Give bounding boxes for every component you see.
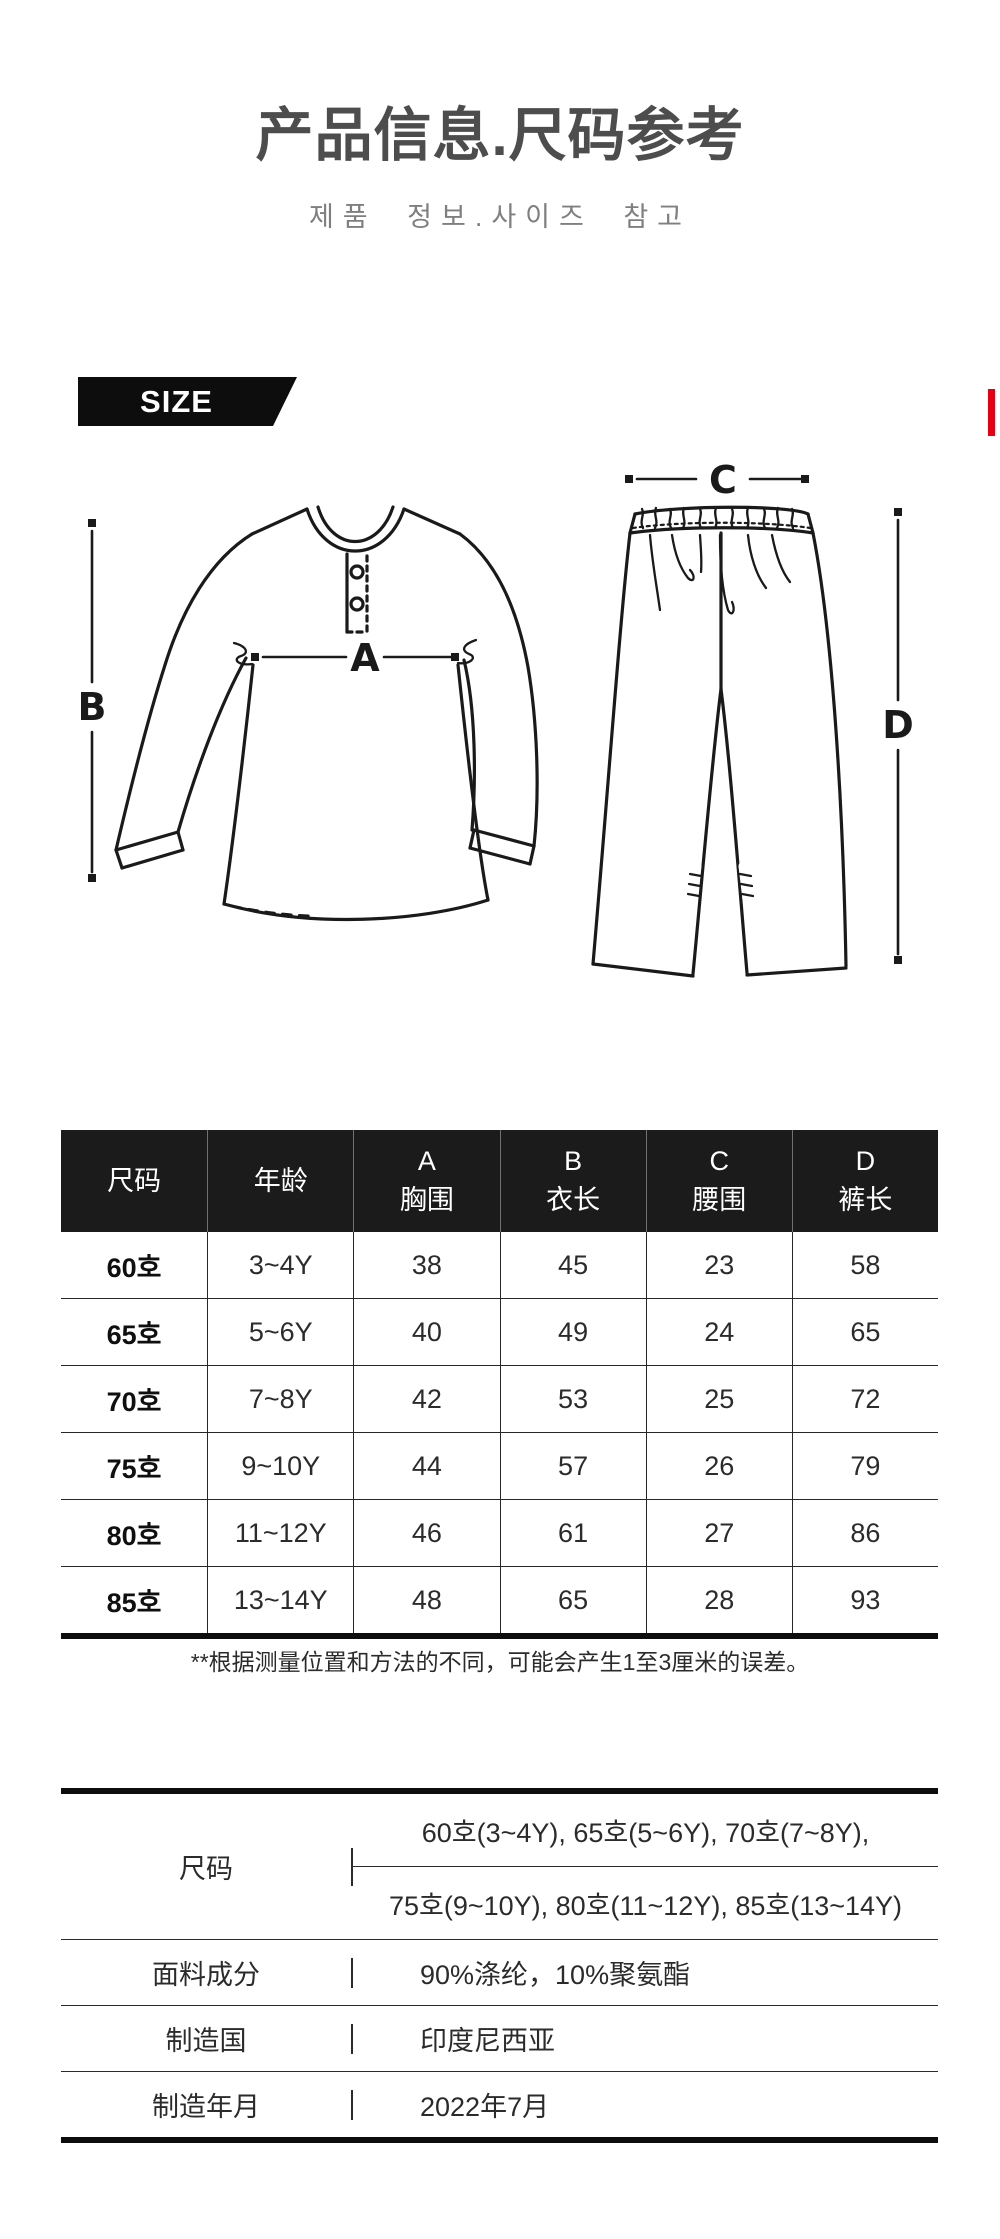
red-accent-bar: [988, 389, 995, 436]
cell-chest: 40: [353, 1299, 499, 1365]
spec-label: 制造年月: [152, 2092, 260, 2122]
cell-pants-length: 79: [791, 1433, 938, 1499]
placket-button: [349, 596, 365, 612]
cell-waist: 25: [645, 1366, 792, 1432]
cell-age: 7~8Y: [207, 1366, 353, 1432]
measure-A-chest: A: [251, 636, 459, 680]
spec-value-line: 75호(9~10Y), 80호(11~12Y), 85호(13~14Y): [353, 1866, 938, 1939]
measure-B-top-length: B: [78, 519, 107, 882]
spec-value: 2022年7月: [420, 2092, 550, 2122]
label-B: B: [78, 685, 107, 729]
cell-top-length: 61: [499, 1500, 646, 1566]
cell-size: 80호: [106, 1520, 162, 1551]
cell-age: 5~6Y: [207, 1299, 353, 1365]
label-C: C: [709, 460, 737, 502]
cell-chest: 48: [353, 1567, 499, 1633]
page-subtitle: 제품 정보.사이즈 참고: [308, 202, 692, 232]
shirt-drawing: [114, 505, 539, 922]
pants-drawing: [591, 505, 848, 978]
spec-label: 尺码: [179, 1854, 233, 1884]
label-D: D: [882, 703, 914, 747]
cell-chest: 38: [353, 1232, 499, 1298]
size-table-row: 60호 3~4Y 38 45 23 58: [61, 1232, 938, 1299]
cell-top-length: 65: [499, 1567, 646, 1633]
cell-chest: 44: [353, 1433, 499, 1499]
cell-pants-length: 58: [791, 1232, 938, 1298]
cell-waist: 27: [645, 1500, 792, 1566]
size-table: 尺码 年龄 A 胸围 B 衣长 C 腰围 D 裤长 60호 3~4Y 38 45 23 …: [61, 1130, 938, 1639]
cell-top-length: 57: [499, 1433, 646, 1499]
size-table-row: 70호 7~8Y 42 53 25 72: [61, 1366, 938, 1433]
cell-size: 70호: [106, 1386, 162, 1417]
size-table-row: 65호 5~6Y 40 49 24 65: [61, 1299, 938, 1366]
spec-value: 90%涤纶，10%聚氨酯: [420, 1960, 691, 1990]
size-table-row: 85호 13~14Y 48 65 28 93: [61, 1567, 938, 1633]
divider-bar: [351, 1957, 353, 1988]
size-section-banner: SIZE: [78, 377, 297, 426]
spec-row-date: 制造年月 2022年7月: [61, 2071, 938, 2137]
cell-top-length: 49: [499, 1299, 646, 1365]
divider-bar: [351, 2023, 353, 2054]
measure-D-pants-length: D: [882, 508, 914, 964]
spec-label: 面料成分: [152, 1960, 260, 1990]
divider-bar: [351, 1847, 353, 1886]
garment-measurement-diagram: A B: [78, 460, 914, 978]
header-cell-top-length: B 衣长: [499, 1130, 646, 1232]
size-banner-label: SIZE: [140, 383, 213, 419]
header-cell-pants-length: D 裤长: [791, 1130, 938, 1232]
cell-top-length: 53: [499, 1366, 646, 1432]
spec-value-stack: 60호(3~4Y), 65호(5~6Y), 70호(7~8Y), 75호(9~1…: [353, 1794, 938, 1939]
header-cell-waist: C 腰围: [645, 1130, 792, 1232]
measure-C-waist: C: [625, 460, 809, 502]
label-A: A: [350, 636, 380, 680]
header-cell-age: 年龄: [207, 1130, 353, 1232]
spec-value-line: 60호(3~4Y), 65호(5~6Y), 70호(7~8Y),: [421, 1817, 870, 1848]
cell-age: 11~12Y: [207, 1500, 353, 1566]
measurement-note: **根据测量位置和方法的不同，可能会产生1至3厘米的误差。: [190, 1649, 810, 1675]
size-table-header: 尺码 年龄 A 胸围 B 衣长 C 腰围 D 裤长: [61, 1130, 938, 1232]
cell-waist: 23: [645, 1232, 792, 1298]
spec-row-fabric: 面料成分 90%涤纶，10%聚氨酯: [61, 1939, 938, 2005]
size-table-row: 75호 9~10Y 44 57 26 79: [61, 1433, 938, 1500]
header-cell-chest: A 胸围: [353, 1130, 499, 1232]
cell-waist: 26: [645, 1433, 792, 1499]
cell-chest: 46: [353, 1500, 499, 1566]
placket-button: [349, 564, 365, 580]
spec-row-country: 制造国 印度尼西亚: [61, 2005, 938, 2071]
cell-age: 9~10Y: [207, 1433, 353, 1499]
size-table-row: 80호 11~12Y 46 61 27 86: [61, 1500, 938, 1567]
product-spec-list: 尺码 60호(3~4Y), 65호(5~6Y), 70호(7~8Y), 75호(…: [61, 1788, 938, 2143]
cell-size: 60호: [106, 1252, 162, 1283]
spec-value: 印度尼西亚: [420, 2026, 555, 2056]
cell-pants-length: 86: [791, 1500, 938, 1566]
cell-waist: 28: [645, 1567, 792, 1633]
cell-size: 75호: [106, 1453, 162, 1484]
cell-pants-length: 72: [791, 1366, 938, 1432]
header-cell-size: 尺码: [107, 1165, 162, 1196]
cell-waist: 24: [645, 1299, 792, 1365]
cell-size: 65호: [106, 1319, 162, 1350]
cell-chest: 42: [353, 1366, 499, 1432]
cell-top-length: 45: [499, 1232, 646, 1298]
cell-size: 85호: [106, 1587, 162, 1618]
cell-age: 3~4Y: [207, 1232, 353, 1298]
spec-label: 制造国: [165, 2026, 247, 2056]
cell-pants-length: 65: [791, 1299, 938, 1365]
divider-bar: [351, 2089, 353, 2120]
cell-pants-length: 93: [791, 1567, 938, 1633]
page-title: 产品信息.尺码参考: [255, 103, 745, 168]
spec-row-size: 尺码 60호(3~4Y), 65호(5~6Y), 70호(7~8Y), 75호(…: [61, 1794, 938, 1939]
cell-age: 13~14Y: [207, 1567, 353, 1633]
